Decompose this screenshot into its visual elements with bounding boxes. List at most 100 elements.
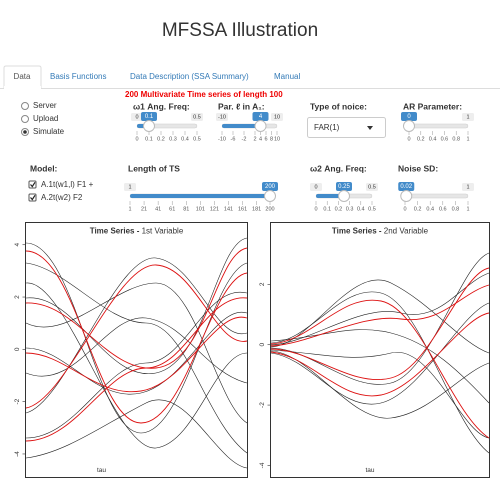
curve [25, 317, 248, 384]
slider-tick-label: 0.8 [452, 206, 460, 212]
slider-tick-label: 0 [403, 206, 406, 212]
curve [25, 250, 248, 424]
slider-label: AR Parameter: [403, 101, 462, 111]
tab[interactable]: Basis Functions [50, 72, 106, 81]
slider-end-box [216, 113, 228, 121]
slider-tick-label: 81 [183, 206, 189, 212]
slider-end-box [271, 113, 283, 121]
y-tick-label: 4 [14, 243, 21, 247]
curve [25, 237, 248, 375]
slider-tick-label: 0.4 [181, 136, 189, 142]
slider-badge [262, 182, 278, 191]
curve [270, 252, 490, 385]
slider-track [404, 193, 469, 199]
x-axis-label: tau [97, 467, 106, 474]
curve [270, 267, 490, 380]
radio-dot [23, 130, 27, 134]
slider-tick-label: -6 [231, 136, 236, 142]
slider: AR Parameter:0100.20.40.60.810 [401, 101, 474, 142]
slider-end-label: 1 [466, 114, 469, 120]
data-source: Server Upload Simulate [21, 101, 65, 136]
y-tick-label: -2 [259, 402, 266, 408]
radio-label: Upload [33, 114, 58, 123]
slider-tick-label: 0 [314, 206, 317, 212]
select-box[interactable] [307, 117, 386, 138]
slider-label: Length of TS [128, 163, 180, 173]
curve [25, 264, 248, 409]
tab[interactable]: Data [14, 72, 31, 81]
slider-fill [222, 124, 261, 128]
slider-label: ω2 Ang. Freq: [310, 163, 367, 173]
curve [270, 329, 490, 404]
select-caret [367, 126, 373, 130]
slider-tick-label: 0.6 [441, 136, 449, 142]
slider-end-box [366, 183, 378, 191]
curve [25, 297, 248, 442]
slider-tick-label: 121 [210, 206, 219, 212]
slider-value: 0.25 [338, 184, 350, 190]
slider-handle[interactable] [264, 190, 276, 202]
check [30, 181, 36, 188]
slider: Length of TS1200121416181101121141161181… [124, 163, 278, 212]
slider-tick-label: 0.1 [323, 206, 331, 212]
slider-end-label: 0.5 [368, 184, 376, 190]
plot-title-main: Time Series - [332, 227, 384, 236]
slider-label: Par. ℓ in A₁: [218, 101, 265, 111]
tab[interactable]: Manual [274, 72, 300, 81]
curve [270, 279, 490, 354]
plot-annotations: Time Series - 2nd Variable tau -4 -2 0 2 [259, 227, 428, 475]
slider-tick-label: 0.5 [193, 136, 201, 142]
slider-handle[interactable] [338, 190, 350, 202]
slider-tick-label: 2 [253, 136, 256, 142]
curve [25, 242, 248, 434]
field-label: Model: [30, 163, 58, 173]
slider-tick-label: 0 [135, 136, 138, 142]
slider-end-label: 0 [314, 184, 317, 190]
slider-tick-label: 0.2 [414, 206, 422, 212]
slider: Noise SD:0100.20.40.60.810.02 [398, 163, 474, 212]
slider-tick-label: 0.2 [417, 136, 425, 142]
slider-tick-label: 161 [238, 206, 247, 212]
slider-tick-label: 0.4 [429, 136, 437, 142]
slider-end-label: 1 [128, 184, 131, 190]
slider-badge [336, 182, 352, 191]
slider-tick-label: 0 [407, 136, 410, 142]
curve [270, 302, 490, 405]
y-tick-label: 2 [14, 295, 21, 299]
tab[interactable]: Data Description (SSA Summary) [130, 72, 249, 81]
slider: ω1 Ang. Freq: 0 0.5 0 0.1 0.2 0.3 0.4 0.5 0.1 [131, 101, 203, 142]
slider-end-box [462, 113, 474, 121]
slider-end-label: 10 [274, 114, 280, 120]
radio[interactable] [21, 102, 29, 110]
slider-handle[interactable] [400, 190, 413, 202]
slider-tick-label: 141 [224, 206, 233, 212]
radio[interactable] [21, 115, 29, 123]
y-tick-label: -4 [14, 451, 21, 457]
slider-value: 0.02 [400, 184, 412, 190]
slider-handle[interactable] [254, 120, 267, 132]
field-label: Type of noice: [310, 101, 367, 111]
curve [25, 316, 248, 393]
slider: ω2 Ang. Freq:0 0.50 0.1 0.2 0.3 0.4 0.50.25 [310, 163, 378, 212]
y-tick-label: 2 [259, 282, 266, 286]
slider-value: 0 [407, 114, 411, 120]
slider-tick-label: 181 [252, 206, 261, 212]
slider-tick-label: 0.3 [169, 136, 177, 142]
slider-tick-label: 6 [264, 136, 267, 142]
slider-end-box [310, 183, 322, 191]
status-message: 200 Multivariate Time series of length 1… [125, 90, 283, 99]
slider-tick-label: 0.4 [357, 206, 365, 212]
curve [25, 282, 248, 449]
slider-end-label: 0.5 [193, 114, 201, 120]
slider-tick-label: 0.5 [368, 206, 376, 212]
slider-handle[interactable] [143, 120, 155, 132]
slider-handle[interactable] [403, 120, 415, 132]
plot-1 [25, 222, 248, 478]
plot-annotations: Time Series - 1st Variable tau -4 -2 0 2 4 [14, 227, 184, 475]
slider-tick-label: 1 [466, 206, 469, 212]
curves [270, 252, 490, 454]
slider-end-label: 0 [135, 114, 138, 120]
curves [25, 237, 248, 469]
curve [270, 312, 490, 397]
